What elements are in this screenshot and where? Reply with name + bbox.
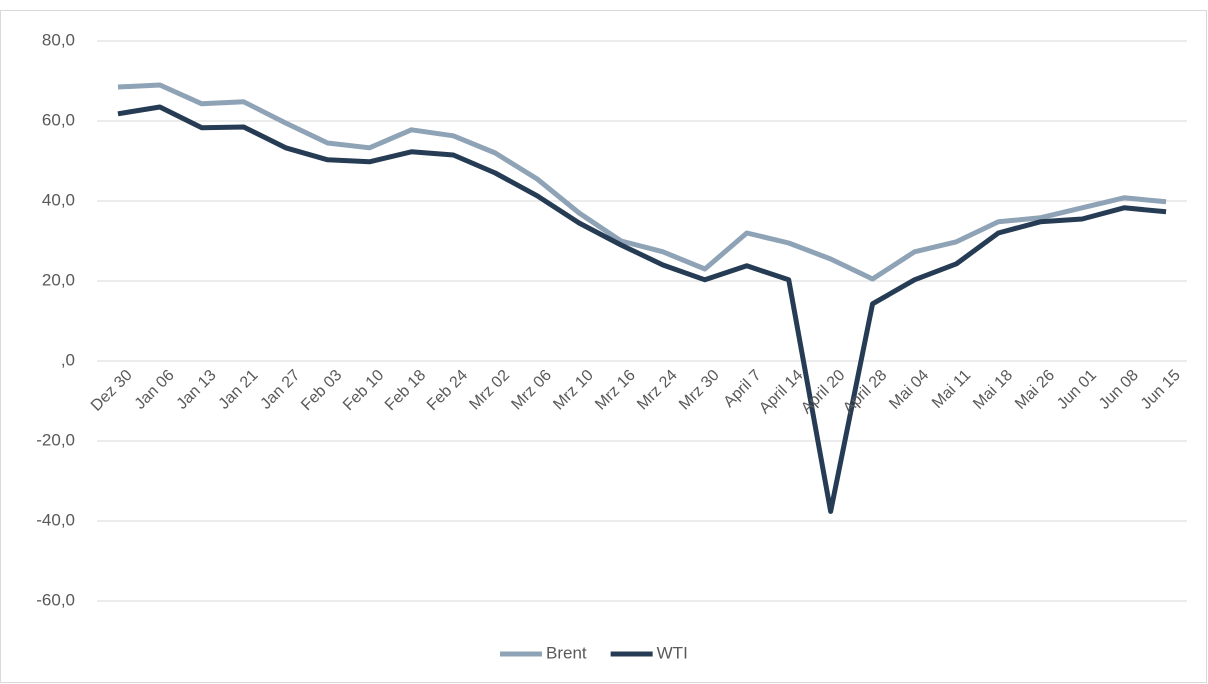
x-tick-label: Jun 01 (1054, 367, 1100, 413)
series-line (117, 104, 1167, 514)
x-tick-label: April 28 (840, 367, 890, 417)
x-tick-label: Mrz 06 (508, 367, 555, 414)
x-tick-label: Mai 18 (970, 367, 1016, 413)
x-tick-label: Jan 13 (174, 367, 220, 413)
x-tick-label: Mrz 02 (466, 367, 513, 414)
x-tick-label: Mrz 16 (592, 367, 639, 414)
x-tick-label: Dez 30 (88, 367, 136, 415)
y-tick-label: ,0 (61, 350, 75, 369)
x-tick-label: Jun 15 (1138, 367, 1184, 413)
legend-label: Brent (546, 643, 587, 662)
x-tick-label: Mrz 24 (634, 367, 681, 414)
x-tick-label: Feb 10 (340, 367, 387, 414)
x-tick-label: April 14 (756, 367, 806, 417)
x-tick-label: Jan 21 (216, 367, 262, 413)
y-tick-label: 60,0 (42, 110, 75, 129)
x-tick-label: Jan 06 (132, 367, 178, 413)
x-tick-label: Feb 03 (298, 367, 345, 414)
x-tick-label: Feb 18 (382, 367, 429, 414)
x-tick-label: Mrz 10 (550, 367, 597, 414)
x-tick-label: Mai 04 (886, 367, 932, 413)
y-tick-label: 40,0 (42, 190, 75, 209)
x-tick-label: Jun 08 (1096, 367, 1142, 413)
y-tick-label: 20,0 (42, 270, 75, 289)
x-tick-label: Mai 11 (929, 367, 974, 412)
y-tick-label: 80,0 (42, 30, 75, 49)
x-tick-label: Mrz 30 (676, 367, 723, 414)
legend-label: WTI (657, 643, 688, 662)
x-tick-label: Feb 24 (424, 367, 471, 414)
y-tick-label: -40,0 (36, 510, 75, 529)
series-line (117, 82, 1167, 282)
y-tick-label: -60,0 (36, 590, 75, 609)
x-tick-label: Mai 26 (1012, 367, 1058, 413)
y-tick-label: -20,0 (36, 430, 75, 449)
x-tick-label: Jan 27 (257, 367, 303, 413)
chart-border (0, 10, 1207, 683)
